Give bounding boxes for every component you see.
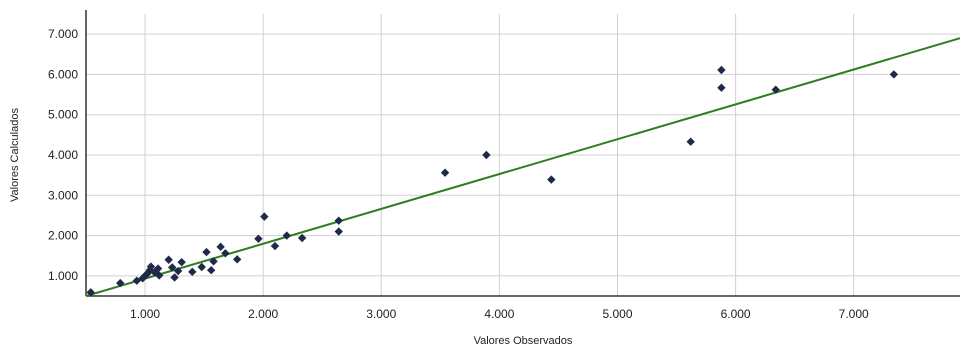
data-point — [334, 216, 343, 225]
data-point — [270, 241, 280, 251]
data-points — [86, 65, 899, 297]
data-point — [146, 262, 156, 271]
data-point — [164, 255, 173, 264]
data-point — [686, 137, 695, 146]
data-point — [547, 175, 556, 184]
data-point — [173, 266, 183, 276]
data-point — [177, 257, 186, 267]
y-tick-label: 3.000 — [48, 188, 78, 202]
x-tick-label: 7.000 — [839, 307, 869, 321]
x-tick-label: 4.000 — [484, 307, 514, 321]
data-point — [197, 262, 206, 272]
x-tick-label: 5.000 — [602, 307, 632, 321]
data-point — [260, 212, 269, 221]
trend-line — [85, 37, 961, 297]
y-tick-label: 2.000 — [48, 229, 78, 243]
data-point — [138, 274, 147, 283]
data-point — [771, 85, 780, 94]
x-tick-label: 2.000 — [248, 307, 278, 321]
data-point — [86, 288, 95, 297]
data-point — [116, 278, 125, 288]
data-point — [717, 65, 726, 75]
y-tick-label: 7.000 — [48, 27, 78, 41]
x-tick-label: 6.000 — [721, 307, 751, 321]
data-point — [216, 242, 225, 252]
data-point — [168, 263, 177, 272]
x-tick-label: 3.000 — [366, 307, 396, 321]
data-point — [202, 247, 211, 257]
x-tick-label: 1.000 — [130, 307, 160, 321]
data-point — [232, 255, 242, 264]
tick-labels: 1.000 2.000 3.000 4.000 5.000 6.000 7.000 1.000… — [48, 27, 869, 321]
y-tick-label: 6.000 — [48, 67, 78, 81]
grid-lines — [86, 14, 960, 296]
data-point — [334, 227, 343, 236]
y-tick-label: 1.000 — [48, 269, 78, 283]
data-point — [153, 264, 163, 273]
data-point — [221, 249, 230, 258]
data-point — [188, 267, 197, 277]
data-point — [717, 83, 726, 92]
data-point — [254, 234, 263, 243]
data-point — [297, 233, 307, 243]
y-tick-label: 4.000 — [48, 148, 78, 162]
y-axis-label: Valores Calculados — [9, 108, 21, 202]
data-point — [889, 70, 899, 79]
data-point — [170, 273, 179, 282]
data-point — [155, 271, 164, 280]
data-point — [206, 266, 216, 275]
data-point — [209, 257, 218, 266]
y-tick-label: 5.000 — [48, 108, 78, 122]
data-point — [440, 168, 450, 177]
data-point — [482, 150, 491, 160]
data-point — [282, 231, 291, 240]
x-axis-label: Valores Observados — [474, 335, 573, 347]
